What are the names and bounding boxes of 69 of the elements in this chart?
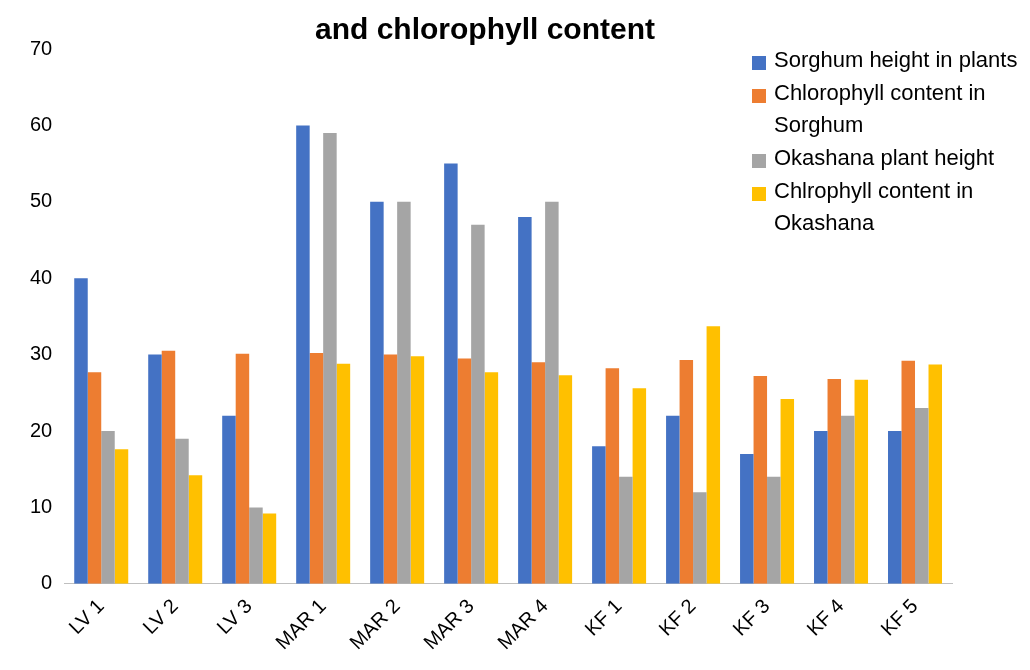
y-tick-label: 10 xyxy=(30,494,53,517)
x-tick-label: KF 1 xyxy=(580,594,626,640)
bar xyxy=(928,364,943,584)
bar xyxy=(915,408,929,584)
legend-label: Sorghum height in plants xyxy=(774,47,1018,73)
bar xyxy=(101,431,115,584)
bar xyxy=(235,353,250,584)
legend-label: Chlrophyll content in Okashana xyxy=(774,178,974,236)
y-tick-label: 0 xyxy=(41,571,53,594)
bar xyxy=(605,368,620,584)
bar xyxy=(74,278,88,584)
bar xyxy=(706,326,721,584)
bar xyxy=(558,375,573,584)
y-tick-label: 70 xyxy=(30,36,53,59)
bar xyxy=(632,388,647,584)
bar xyxy=(161,350,176,584)
bar xyxy=(114,449,129,584)
bar xyxy=(827,379,842,584)
y-tick-label: 30 xyxy=(30,342,53,365)
bar xyxy=(901,360,916,584)
bar xyxy=(336,363,351,584)
y-tick-label: 40 xyxy=(30,265,53,288)
legend-label: Chlorophyll content in Sorghum xyxy=(774,80,986,138)
bar xyxy=(679,359,694,584)
bar xyxy=(383,354,398,584)
bar xyxy=(175,438,189,584)
y-tick-label: 60 xyxy=(30,112,53,135)
bar xyxy=(753,376,768,584)
bar xyxy=(323,133,337,584)
x-tick-label: KF 3 xyxy=(728,594,774,640)
bar xyxy=(484,372,499,584)
bar xyxy=(444,163,458,584)
bar xyxy=(740,453,754,584)
bar xyxy=(531,362,546,584)
bar xyxy=(780,398,795,584)
bar xyxy=(148,354,162,584)
bar xyxy=(854,379,869,584)
chart-title: and chlorophyll content xyxy=(314,12,656,46)
bar xyxy=(222,415,236,584)
x-tick-label: LV 3 xyxy=(212,594,256,639)
y-tick-label: 50 xyxy=(30,189,53,212)
bar xyxy=(87,372,102,584)
bar xyxy=(397,201,411,584)
bar xyxy=(814,431,828,584)
bar xyxy=(592,446,606,584)
bar xyxy=(888,431,902,584)
x-tick-label: LV 2 xyxy=(138,594,182,639)
bar xyxy=(619,476,633,584)
bar xyxy=(841,415,855,584)
y-tick-label: 20 xyxy=(30,418,53,441)
x-tick-label: LV 1 xyxy=(64,594,108,639)
bar xyxy=(693,492,707,584)
bar xyxy=(410,356,425,584)
bar xyxy=(545,201,559,584)
bar xyxy=(471,224,485,584)
bar xyxy=(518,217,532,584)
bar xyxy=(262,513,277,584)
legend-label: Okashana plant height xyxy=(774,145,995,171)
x-tick-label: KF 5 xyxy=(876,594,922,640)
bar xyxy=(296,125,310,584)
bar xyxy=(309,353,324,584)
bar xyxy=(767,476,781,584)
bar xyxy=(457,358,472,584)
bar xyxy=(188,475,203,584)
bar xyxy=(666,415,680,584)
x-tick-label: KF 4 xyxy=(802,594,848,640)
bar xyxy=(249,507,263,584)
bar xyxy=(370,201,384,584)
x-tick-label: KF 2 xyxy=(654,594,700,640)
